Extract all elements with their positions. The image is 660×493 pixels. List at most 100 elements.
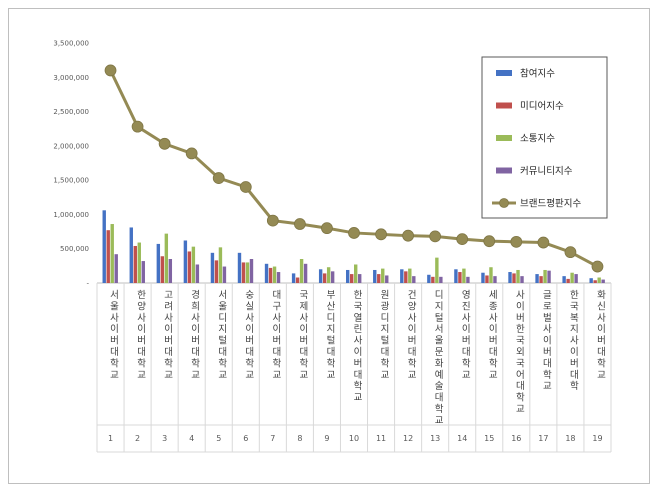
line-point <box>483 235 496 248</box>
bar <box>291 273 296 283</box>
line-point <box>131 120 144 133</box>
line-point <box>266 214 279 227</box>
bar <box>412 276 416 283</box>
legend-swatch <box>496 135 512 141</box>
bar <box>106 230 110 283</box>
bar <box>299 259 304 283</box>
bar <box>508 272 512 283</box>
bar <box>346 269 350 283</box>
bar <box>535 274 539 283</box>
bar <box>295 277 300 283</box>
y-tick-label: - <box>86 280 89 288</box>
bar <box>276 272 281 283</box>
index-label: 8 <box>297 434 302 443</box>
bar <box>210 252 215 283</box>
index-label: 2 <box>135 434 140 443</box>
index-label: 9 <box>324 434 329 443</box>
bar <box>168 259 173 283</box>
index-label: 6 <box>243 434 248 443</box>
bar <box>110 224 114 283</box>
bar <box>547 270 551 283</box>
legend-label: 참여지수 <box>520 68 555 80</box>
legend-swatch <box>496 70 512 76</box>
bar <box>597 277 601 283</box>
bar <box>272 266 277 283</box>
bar <box>404 271 408 283</box>
bar <box>570 272 574 283</box>
bar <box>102 210 106 283</box>
bar <box>439 276 443 283</box>
bar <box>431 276 435 283</box>
bar <box>435 257 439 283</box>
line-point <box>321 222 333 235</box>
index-label: 15 <box>484 434 494 443</box>
index-label: 11 <box>376 434 386 443</box>
bar <box>566 278 570 283</box>
legend-label: 커뮤니티지수 <box>520 166 573 177</box>
index-label: 18 <box>565 434 575 443</box>
y-tick-label: 1,000,000 <box>53 211 89 219</box>
bar <box>322 273 327 283</box>
line-point <box>239 181 252 193</box>
line-point <box>158 137 171 150</box>
line-point <box>564 246 577 259</box>
bar <box>458 272 462 283</box>
line-point <box>591 260 604 273</box>
bar <box>241 262 246 283</box>
bar <box>191 246 196 283</box>
index-label: 10 <box>349 434 359 443</box>
legend-label: 브랜드평판지수 <box>520 199 581 210</box>
bar <box>137 242 141 283</box>
bar <box>539 276 543 283</box>
bar <box>141 261 145 283</box>
bar <box>454 269 458 283</box>
line-point <box>348 227 360 239</box>
index-label: 12 <box>403 434 413 443</box>
bar <box>303 263 308 283</box>
index-label: 19 <box>592 434 602 443</box>
bar <box>400 269 404 283</box>
bar <box>330 271 335 283</box>
bar <box>516 269 520 283</box>
bar <box>489 267 493 283</box>
bar <box>129 227 133 283</box>
bar <box>589 278 593 283</box>
bar <box>377 274 381 283</box>
bar <box>350 274 354 283</box>
bar <box>601 279 605 283</box>
index-label: 14 <box>457 434 467 443</box>
bar <box>354 264 358 283</box>
bar <box>237 252 242 283</box>
bar <box>373 269 377 283</box>
bar <box>164 233 169 283</box>
legend-swatch <box>496 102 512 109</box>
bars-layer <box>102 210 605 283</box>
line-point <box>402 229 415 242</box>
line-point <box>293 218 306 230</box>
bar <box>543 269 547 283</box>
bar <box>187 251 192 283</box>
bar <box>114 254 118 283</box>
bar <box>408 268 412 283</box>
bar <box>481 272 485 283</box>
bar <box>562 276 566 283</box>
bar <box>485 275 489 283</box>
index-label: 13 <box>430 434 440 443</box>
bar <box>466 276 470 283</box>
index-label: 1 <box>108 434 113 443</box>
bar <box>493 276 497 283</box>
bar <box>222 266 227 283</box>
index-label: 7 <box>270 434 275 443</box>
y-tick-label: 2,500,000 <box>53 108 89 116</box>
